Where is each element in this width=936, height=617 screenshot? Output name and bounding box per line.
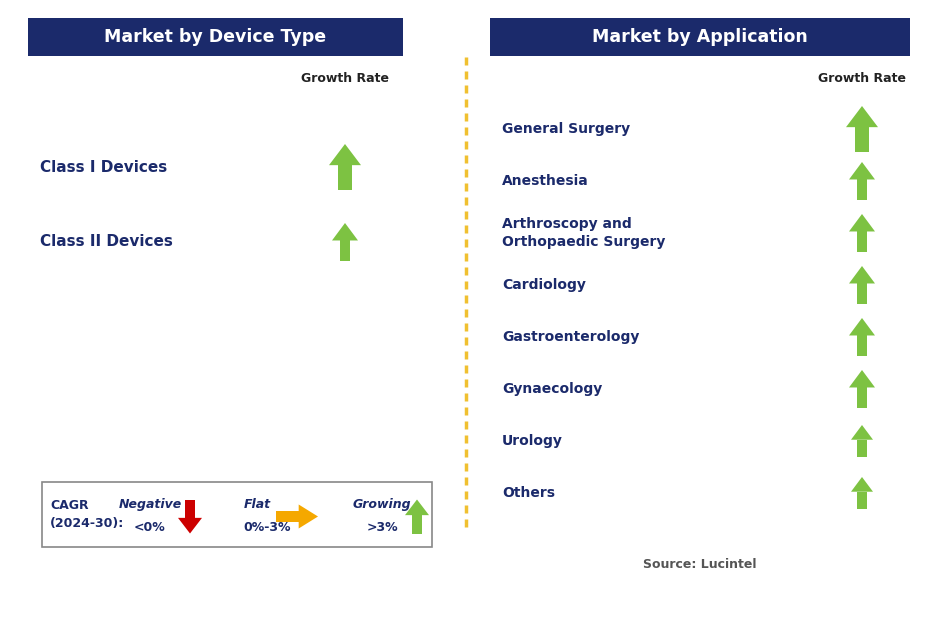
Polygon shape <box>850 425 872 440</box>
Polygon shape <box>338 165 351 190</box>
Polygon shape <box>845 106 877 127</box>
Text: Others: Others <box>502 486 554 500</box>
Polygon shape <box>276 511 299 521</box>
Polygon shape <box>855 127 868 152</box>
Text: Source: Lucintel: Source: Lucintel <box>642 558 756 571</box>
Text: <0%: <0% <box>134 521 166 534</box>
Text: Cardiology: Cardiology <box>502 278 585 292</box>
Text: >3%: >3% <box>366 521 398 534</box>
Text: Gynaecology: Gynaecology <box>502 382 602 396</box>
Polygon shape <box>856 336 867 356</box>
Polygon shape <box>856 492 866 509</box>
Polygon shape <box>856 283 867 304</box>
Text: Arthroscopy and: Arthroscopy and <box>502 217 631 231</box>
Polygon shape <box>848 214 874 231</box>
Text: Class I Devices: Class I Devices <box>40 160 167 175</box>
Text: General Surgery: General Surgery <box>502 122 629 136</box>
Polygon shape <box>184 500 195 518</box>
Polygon shape <box>178 518 202 534</box>
Polygon shape <box>848 370 874 387</box>
Text: Gastroenterology: Gastroenterology <box>502 330 638 344</box>
Polygon shape <box>848 266 874 283</box>
Polygon shape <box>412 515 421 534</box>
Text: Flat: Flat <box>243 498 271 511</box>
Text: CAGR: CAGR <box>50 499 89 512</box>
Polygon shape <box>848 162 874 180</box>
Text: Anesthesia: Anesthesia <box>502 174 588 188</box>
Text: Market by Application: Market by Application <box>592 28 807 46</box>
Text: Market by Device Type: Market by Device Type <box>104 28 327 46</box>
Text: (2024-30):: (2024-30): <box>50 517 124 530</box>
Polygon shape <box>856 440 866 457</box>
Polygon shape <box>850 477 872 492</box>
Text: Orthopaedic Surgery: Orthopaedic Surgery <box>502 235 665 249</box>
Polygon shape <box>299 505 317 529</box>
FancyBboxPatch shape <box>490 18 909 56</box>
Polygon shape <box>856 180 867 200</box>
Polygon shape <box>848 318 874 336</box>
Text: Growing: Growing <box>352 498 411 511</box>
FancyBboxPatch shape <box>28 18 402 56</box>
Polygon shape <box>856 231 867 252</box>
Text: Class II Devices: Class II Devices <box>40 234 172 249</box>
Polygon shape <box>329 144 360 165</box>
Text: Growth Rate: Growth Rate <box>300 72 388 85</box>
Polygon shape <box>339 241 350 261</box>
Text: Urology: Urology <box>502 434 563 448</box>
Text: Growth Rate: Growth Rate <box>817 72 905 85</box>
Polygon shape <box>331 223 358 241</box>
Polygon shape <box>404 500 429 515</box>
Text: 0%-3%: 0%-3% <box>243 521 290 534</box>
Polygon shape <box>856 387 867 408</box>
FancyBboxPatch shape <box>42 482 431 547</box>
Text: Negative: Negative <box>118 498 182 511</box>
